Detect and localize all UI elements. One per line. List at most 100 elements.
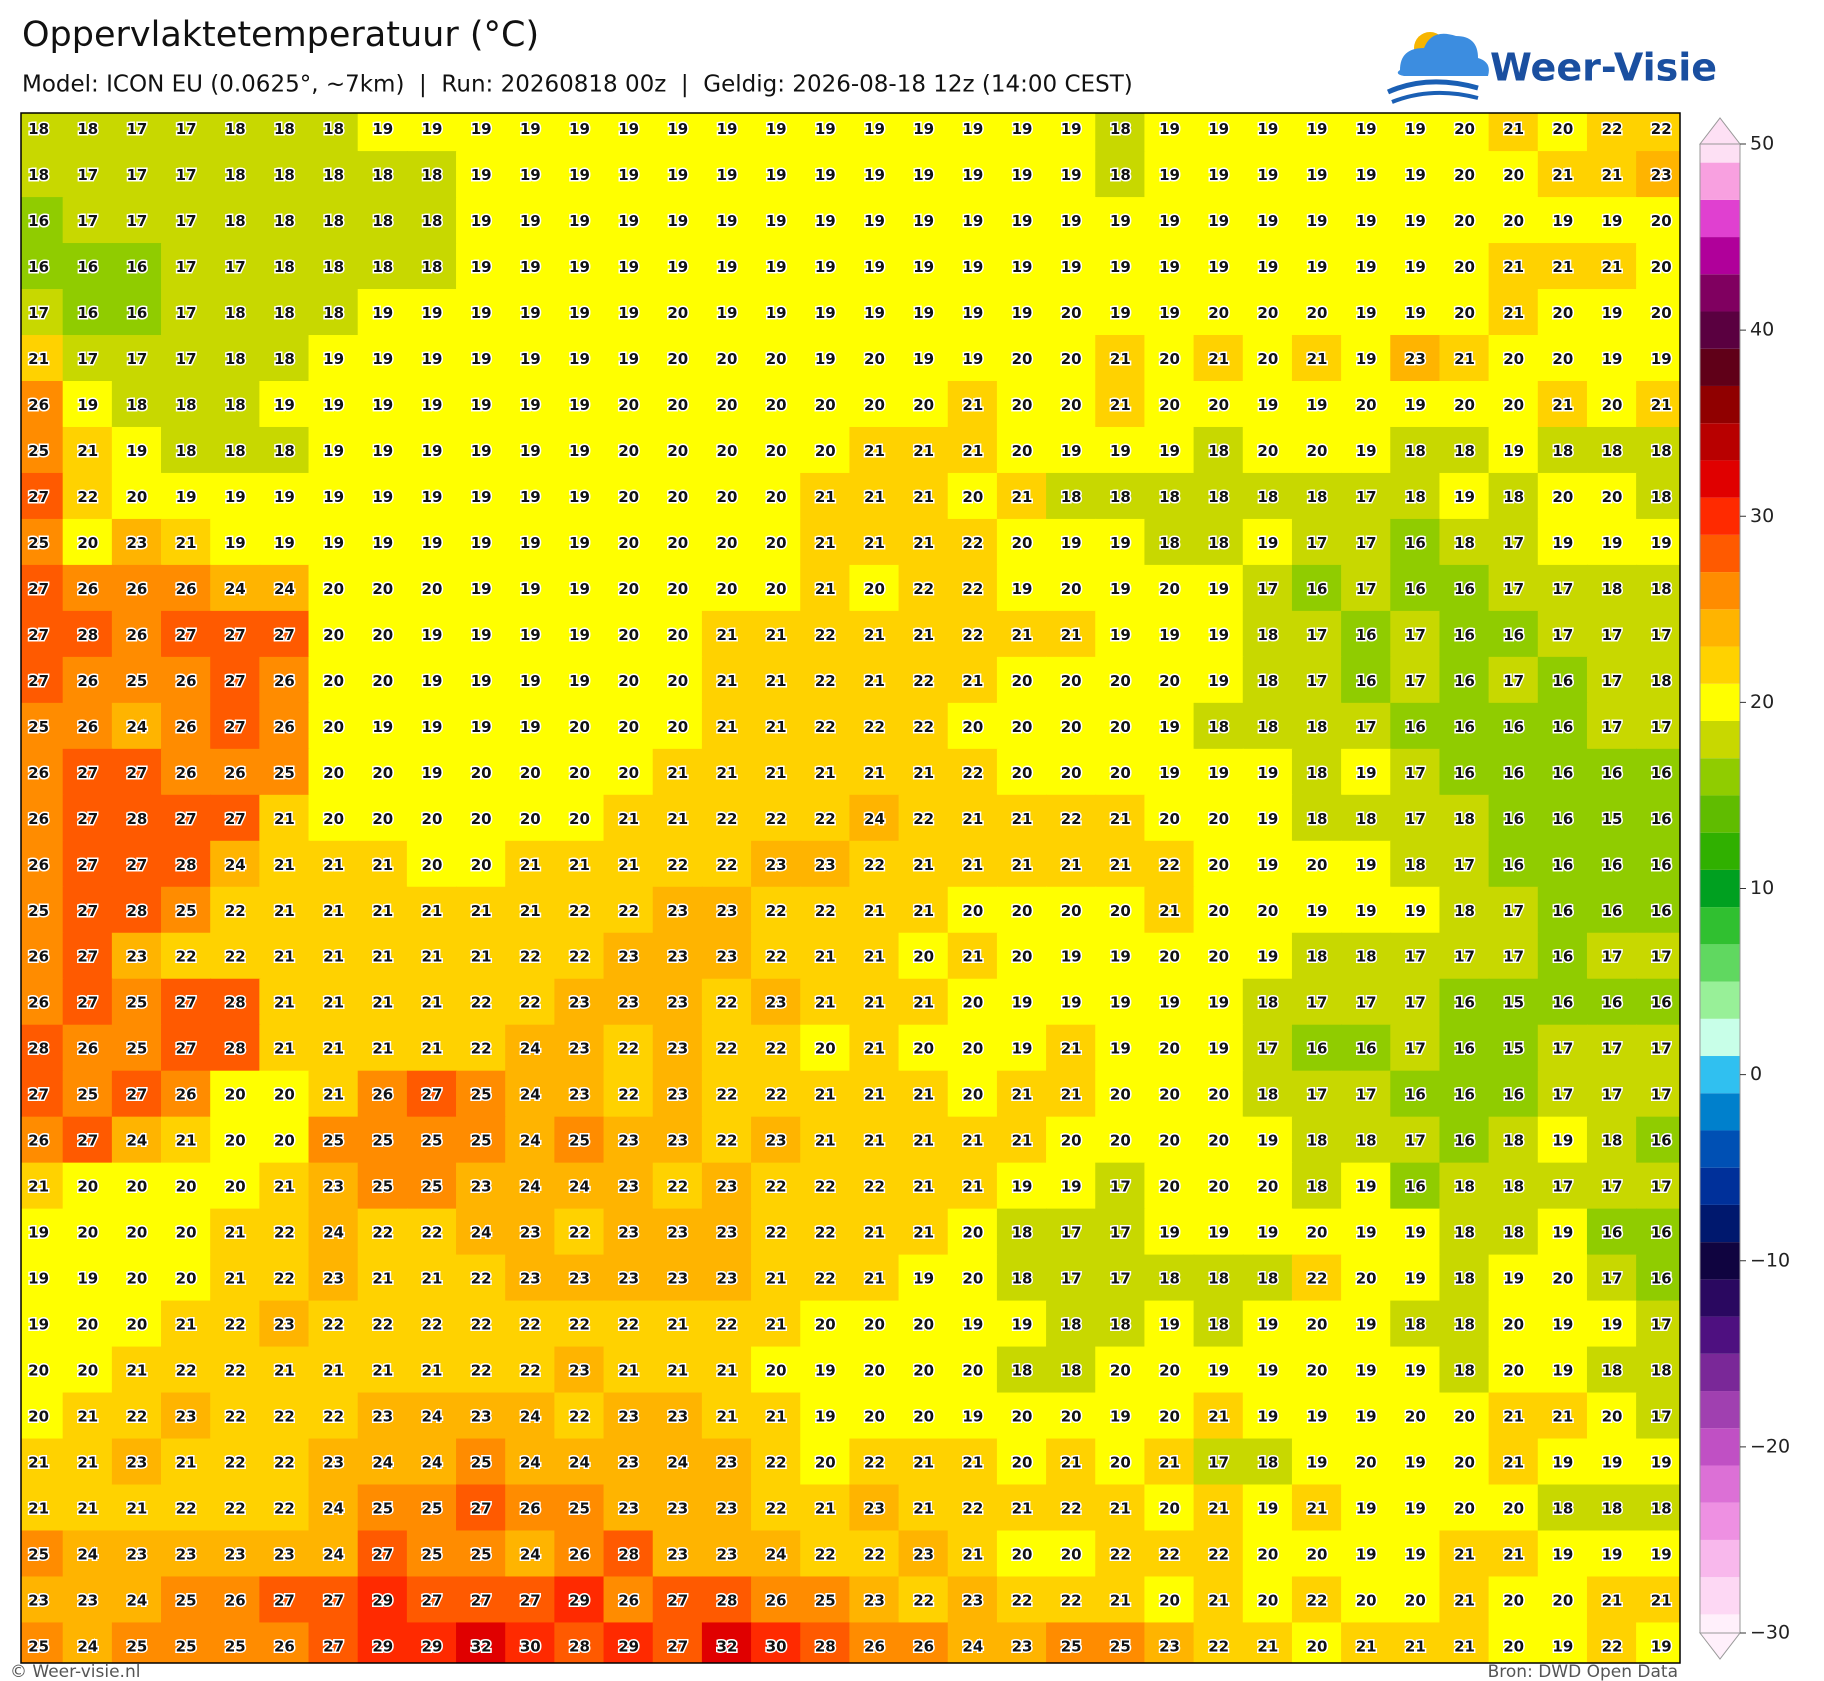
temperature-label: 25 bbox=[1110, 1637, 1131, 1655]
temperature-cell bbox=[505, 1070, 556, 1118]
temperature-cell bbox=[1488, 840, 1539, 888]
temperature-cell bbox=[800, 1392, 851, 1440]
temperature-cell bbox=[259, 243, 310, 291]
temperature-label: 21 bbox=[717, 672, 738, 690]
temperature-label: 21 bbox=[864, 948, 885, 966]
temperature-cell bbox=[898, 794, 949, 842]
temperature-cell bbox=[1193, 113, 1244, 153]
temperature-label: 21 bbox=[274, 810, 295, 828]
temperature-cell bbox=[111, 1024, 163, 1072]
temperature-label: 20 bbox=[717, 350, 738, 368]
temperature-label: 16 bbox=[1307, 1040, 1328, 1058]
temperature-cell bbox=[1537, 656, 1588, 704]
temperature-cell bbox=[996, 840, 1048, 888]
temperature-cell bbox=[456, 1576, 507, 1624]
temperature-label: 19 bbox=[1503, 1270, 1524, 1288]
temperature-label: 17 bbox=[1307, 626, 1328, 644]
temperature-label: 19 bbox=[913, 258, 934, 276]
temperature-label: 21 bbox=[422, 1040, 443, 1058]
temperature-label: 19 bbox=[28, 1224, 49, 1242]
temperature-label: 20 bbox=[323, 672, 344, 690]
temperature-cell bbox=[1144, 564, 1195, 612]
temperature-cell bbox=[406, 702, 458, 750]
temperature-cell bbox=[1439, 113, 1490, 153]
temperature-cell bbox=[62, 1438, 113, 1486]
temperature-cell bbox=[652, 1346, 703, 1394]
temperature-label: 19 bbox=[1552, 534, 1573, 552]
temperature-label: 22 bbox=[471, 994, 492, 1012]
temperature-cell bbox=[603, 656, 654, 704]
temperature-cell bbox=[898, 564, 949, 612]
temperature-label: 19 bbox=[1257, 1500, 1278, 1518]
temperature-cell bbox=[1046, 1576, 1097, 1624]
temperature-cell bbox=[603, 1116, 654, 1164]
temperature-cell bbox=[701, 380, 753, 428]
temperature-label: 18 bbox=[28, 120, 49, 138]
temperature-label: 19 bbox=[569, 396, 590, 414]
temperature-label: 21 bbox=[1061, 856, 1082, 874]
temperature-cell bbox=[62, 197, 113, 245]
colorbar-band bbox=[1700, 1502, 1740, 1540]
temperature-cell bbox=[1537, 1484, 1588, 1532]
temperature-label: 22 bbox=[962, 534, 983, 552]
temperature-label: 28 bbox=[717, 1591, 738, 1609]
temperature-cell bbox=[1488, 702, 1539, 750]
temperature-label: 17 bbox=[1503, 902, 1524, 920]
temperature-label: 19 bbox=[520, 258, 541, 276]
temperature-label: 19 bbox=[422, 396, 443, 414]
temperature-cell bbox=[652, 610, 703, 658]
temperature-label: 19 bbox=[1208, 580, 1229, 598]
temperature-cell bbox=[1291, 289, 1343, 337]
temperature-label: 24 bbox=[520, 1086, 541, 1104]
temperature-cell bbox=[1095, 1254, 1146, 1302]
temperature-cell bbox=[652, 1024, 703, 1072]
temperature-label: 20 bbox=[225, 1132, 246, 1150]
temperature-label: 22 bbox=[520, 1362, 541, 1380]
temperature-cell bbox=[1095, 1208, 1146, 1256]
temperature-label: 19 bbox=[1405, 902, 1426, 920]
temperature-label: 21 bbox=[1602, 1591, 1623, 1609]
temperature-label: 18 bbox=[1061, 1362, 1082, 1380]
temperature-label: 22 bbox=[176, 1362, 197, 1380]
temperature-label: 21 bbox=[1356, 1637, 1377, 1655]
temperature-label: 21 bbox=[274, 856, 295, 874]
temperature-label: 18 bbox=[274, 350, 295, 368]
temperature-cell bbox=[947, 748, 998, 796]
temperature-cell bbox=[505, 1162, 556, 1210]
temperature-cell bbox=[505, 1208, 556, 1256]
temperature-label: 26 bbox=[274, 718, 295, 736]
temperature-label: 24 bbox=[962, 1637, 983, 1655]
temperature-cell bbox=[1193, 243, 1244, 291]
temperature-label: 20 bbox=[372, 810, 393, 828]
temperature-label: 17 bbox=[1651, 718, 1672, 736]
temperature-cell bbox=[751, 886, 802, 934]
temperature-cell bbox=[701, 151, 753, 199]
temperature-label: 19 bbox=[618, 304, 639, 322]
temperature-cell bbox=[898, 748, 949, 796]
temperature-cell bbox=[308, 335, 359, 382]
temperature-cell bbox=[1390, 1116, 1441, 1164]
temperature-label: 22 bbox=[815, 718, 836, 736]
temperature-label: 18 bbox=[1503, 1178, 1524, 1196]
temperature-label: 24 bbox=[864, 810, 885, 828]
temperature-label: 20 bbox=[28, 1408, 49, 1426]
temperature-cell bbox=[62, 243, 113, 291]
temperature-cell bbox=[308, 1576, 359, 1624]
temperature-cell bbox=[800, 335, 851, 382]
temperature-cell bbox=[357, 1070, 408, 1118]
temperature-label: 27 bbox=[77, 1132, 98, 1150]
temperature-label: 22 bbox=[766, 1500, 787, 1518]
temperature-cell bbox=[406, 932, 458, 980]
temperature-label: 16 bbox=[1651, 994, 1672, 1012]
temperature-cell bbox=[505, 1254, 556, 1302]
temperature-label: 19 bbox=[1012, 166, 1033, 184]
temperature-label: 21 bbox=[815, 1086, 836, 1104]
temperature-label: 20 bbox=[667, 534, 688, 552]
temperature-label: 23 bbox=[766, 856, 787, 874]
temperature-label: 17 bbox=[1307, 994, 1328, 1012]
temperature-label: 22 bbox=[323, 1408, 344, 1426]
temperature-cell bbox=[1144, 243, 1195, 291]
temperature-cell bbox=[1537, 886, 1588, 934]
temperature-cell bbox=[505, 1300, 556, 1348]
temperature-label: 20 bbox=[1405, 1408, 1426, 1426]
